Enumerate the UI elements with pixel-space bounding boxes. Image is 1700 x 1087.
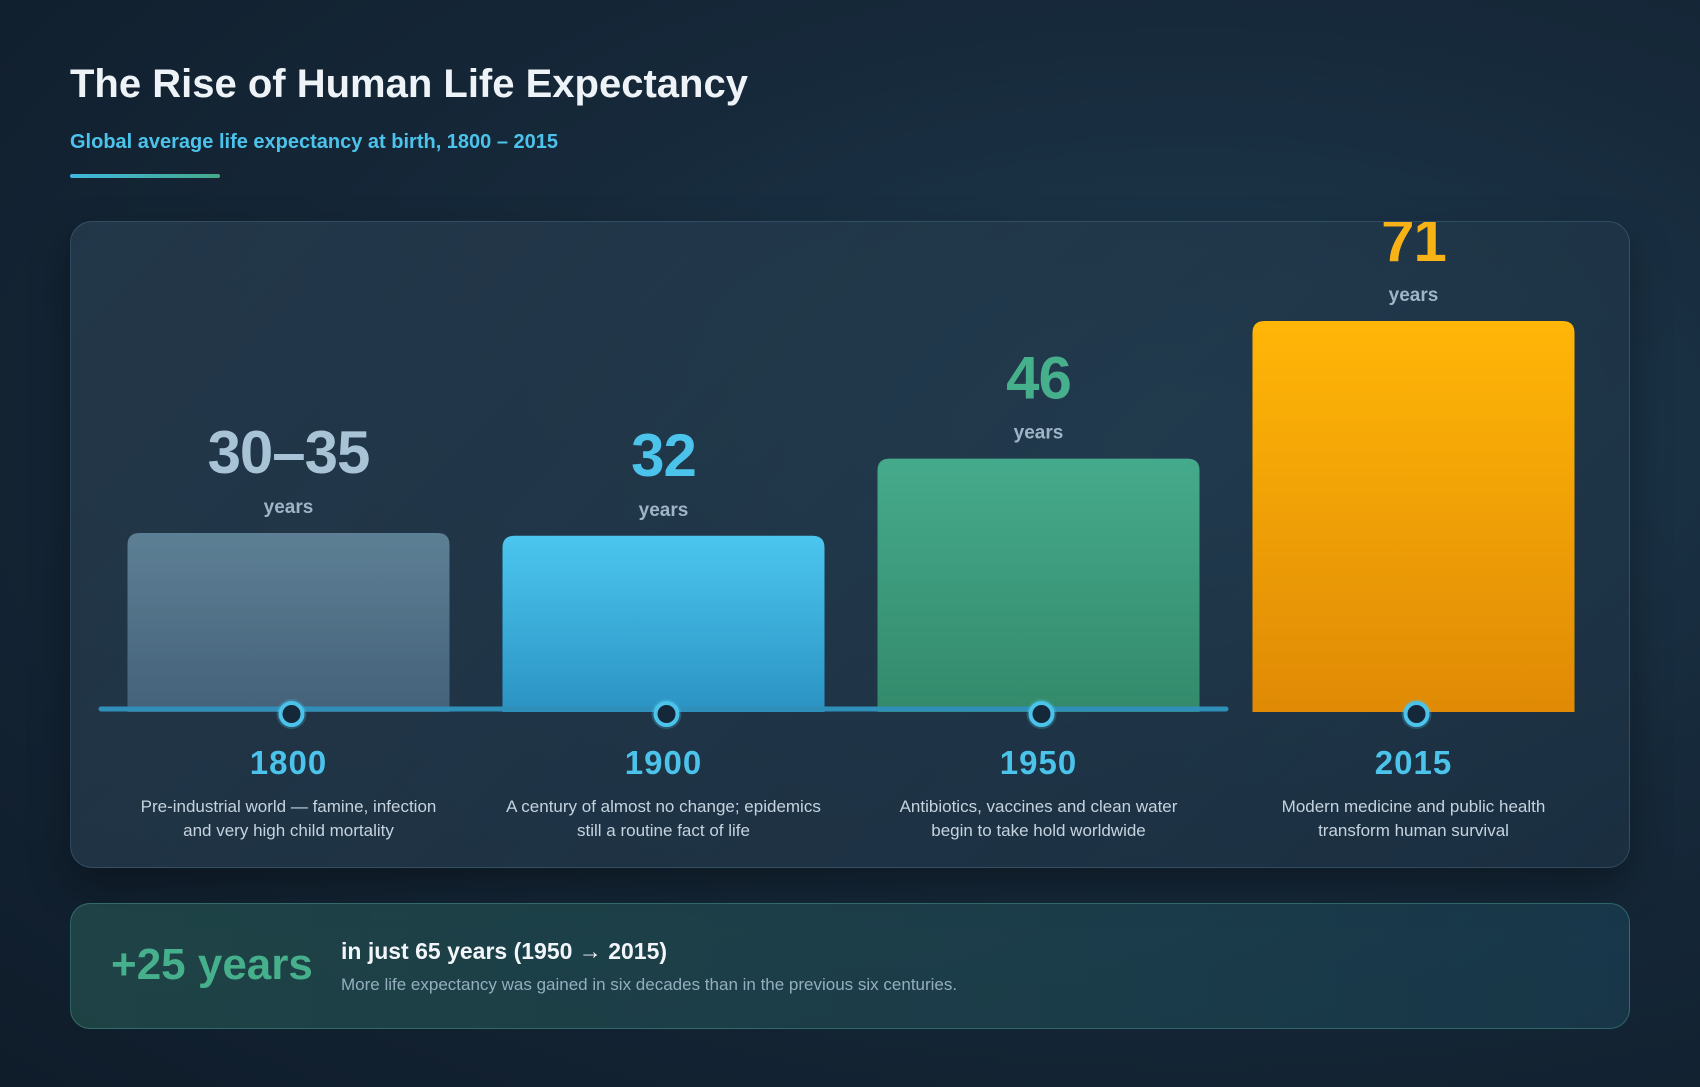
description-1800-line-2: and very high child mortality bbox=[183, 821, 394, 840]
unit-label-1800: years bbox=[264, 497, 314, 518]
value-label-1900: 32 bbox=[631, 422, 696, 489]
page-subtitle: Global average life expectancy at birth,… bbox=[70, 131, 559, 153]
callout-box: +25 years in just 65 years (1950 → 2015)… bbox=[70, 903, 1630, 1029]
description-2015-line-1: Modern medicine and public health bbox=[1282, 797, 1546, 816]
callout-gain: +25 years bbox=[111, 940, 313, 989]
value-label-1800: 30–35 bbox=[208, 419, 370, 486]
year-label-1950: 1950 bbox=[1000, 744, 1077, 781]
timeline-node-1800 bbox=[278, 701, 305, 727]
callout-headline: in just 65 years (1950 → 2015) bbox=[341, 938, 668, 964]
bar-1800 bbox=[127, 533, 450, 712]
value-label-1950: 46 bbox=[1006, 345, 1071, 412]
description-1950-line-1: Antibiotics, vaccines and clean water bbox=[900, 797, 1178, 816]
timeline-node-1950 bbox=[1028, 701, 1055, 727]
year-label-1800: 1800 bbox=[250, 744, 327, 781]
bar-1900 bbox=[502, 535, 825, 712]
timeline-node-2015 bbox=[1403, 701, 1430, 727]
chart-card: 30–35 years 1800 Pre-industrial world — fam… bbox=[70, 221, 1630, 868]
callout-description: More life expectancy was gained in six d… bbox=[341, 975, 958, 994]
unit-label-1950: years bbox=[1014, 423, 1064, 444]
year-label-1900: 1900 bbox=[625, 744, 702, 781]
page-title: The Rise of Human Life Expectancy bbox=[70, 62, 748, 106]
life-expectancy-bar-chart: 30–35 years 1800 Pre-industrial world — fam… bbox=[98, 222, 1575, 840]
description-1800-line-1: Pre-industrial world — famine, infection bbox=[141, 797, 437, 816]
description-1950-line-2: begin to take hold worldwide bbox=[931, 821, 1146, 840]
value-label-2015: 71 bbox=[1381, 222, 1446, 274]
description-2015-line-2: transform human survival bbox=[1318, 821, 1509, 840]
unit-label-1900: years bbox=[639, 500, 689, 521]
timeline-node-1900 bbox=[653, 701, 680, 727]
bar-2015 bbox=[1252, 321, 1575, 712]
bar-1950 bbox=[877, 458, 1200, 712]
title-underline bbox=[70, 174, 220, 178]
year-label-2015: 2015 bbox=[1375, 744, 1452, 781]
description-1900-line-2: still a routine fact of life bbox=[577, 821, 750, 840]
description-1900-line-1: A century of almost no change; epidemics bbox=[506, 797, 821, 816]
unit-label-2015: years bbox=[1389, 285, 1439, 306]
